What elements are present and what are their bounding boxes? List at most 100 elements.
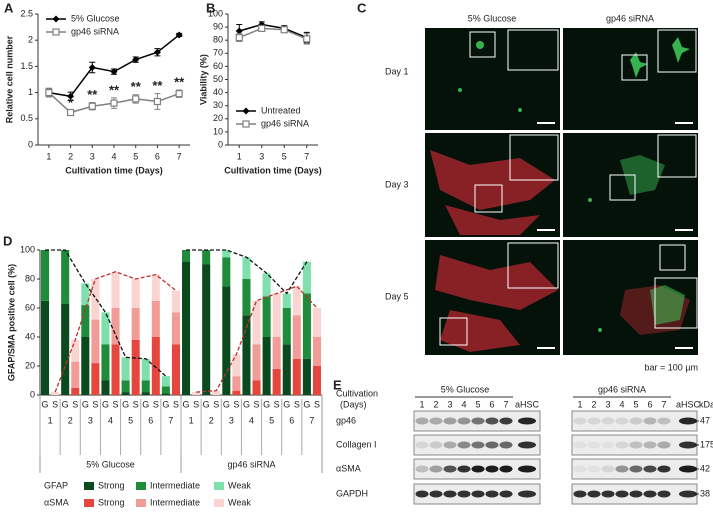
marker [175, 90, 183, 98]
x-tick-label: 5 [269, 415, 274, 425]
blot-row-label: αSMA [336, 463, 361, 473]
bar-label: G [263, 399, 270, 409]
lane-label: 6 [647, 399, 652, 409]
x-tick-label: 4 [108, 415, 113, 425]
bar-segment [312, 308, 321, 337]
blot-band [415, 490, 429, 498]
bar-segment [131, 308, 140, 340]
legend-marker [52, 15, 60, 23]
significance-mark: ** [109, 82, 120, 97]
lane-label: 1 [419, 399, 424, 409]
bar-label: S [133, 399, 139, 409]
column-label: 5% Glucose [468, 13, 517, 23]
lane-label: 7 [503, 399, 508, 409]
legend-swatch [214, 482, 224, 490]
lane-label: 2 [433, 399, 438, 409]
x-tick-label: 6 [155, 151, 160, 161]
blot-band [485, 465, 499, 473]
x-tick-label: 3 [229, 415, 234, 425]
bar-segment [51, 392, 60, 395]
bar-segment [91, 279, 100, 320]
blot-band [657, 417, 671, 425]
lane-label: 3 [605, 399, 610, 409]
marker [132, 56, 140, 64]
blot-band [518, 465, 536, 473]
legend-marker [242, 107, 250, 115]
blot-band [415, 441, 429, 449]
panel-label: E [333, 377, 342, 392]
marker [175, 31, 183, 39]
y-tick-label: 80 [25, 273, 35, 283]
bar-segment [81, 337, 90, 395]
y-axis-label: GFAP/SMA positive cell (%) [6, 264, 16, 381]
blot-band [615, 441, 629, 449]
x-tick-label: 1 [237, 151, 242, 161]
marker [132, 95, 140, 103]
blot-band [629, 490, 643, 498]
bar-segment [232, 354, 241, 377]
blot-band [443, 417, 457, 425]
significance-mark: ** [131, 79, 142, 94]
bar-label: G [223, 399, 230, 409]
bar-segment [71, 387, 80, 395]
x-tick-label: 2 [209, 415, 214, 425]
marker [303, 35, 311, 43]
bar-segment [242, 257, 251, 279]
blot-band [518, 441, 536, 449]
y-tick-label: 100 [20, 244, 35, 254]
bar-segment [91, 319, 100, 364]
blot-band [615, 417, 629, 425]
bar-segment [192, 392, 201, 395]
bar-segment [101, 380, 110, 395]
bar-label: G [183, 399, 190, 409]
blot-band [679, 441, 697, 449]
legend-swatch [84, 482, 94, 490]
scale-bar-label: bar = 100 µm [645, 362, 698, 372]
legend-label: gp46 siRNA [261, 118, 309, 128]
bar-segment [171, 312, 180, 345]
legend-label: Strong [98, 480, 125, 490]
x-tick-label: 7 [168, 415, 173, 425]
row-label: Day 5 [385, 291, 409, 301]
cells-green [458, 37, 690, 332]
blot-band [643, 465, 657, 473]
bar-segment [111, 308, 120, 345]
legend-label: Intermediate [150, 480, 200, 490]
axis-label: (Days) [340, 399, 367, 409]
blot-band [485, 417, 499, 425]
blot-band [471, 441, 485, 449]
blot-band [485, 441, 499, 449]
lane-label: 5 [633, 399, 638, 409]
bar-segment [262, 296, 271, 337]
legend-label: Strong [98, 497, 125, 507]
western-blot-panel: E Cultivation (Days) 5% Glucose gp46 siR… [333, 377, 713, 505]
y-tick-label: 40 [213, 87, 223, 97]
bar-segment [151, 300, 160, 337]
blot-band [415, 417, 429, 425]
row-label: Day 1 [385, 66, 409, 76]
bar-segment [272, 337, 281, 369]
bar-label: S [153, 399, 159, 409]
blot-band [573, 417, 587, 425]
blot-band [471, 465, 485, 473]
legend-group-label: αSMA [44, 497, 69, 507]
marker [110, 99, 118, 107]
lane-label: 4 [461, 399, 466, 409]
bar-label: S [193, 399, 199, 409]
x-tick-label: 6 [289, 415, 294, 425]
blot-band [485, 490, 499, 498]
bar-segment [182, 250, 191, 262]
bar-label: S [173, 399, 179, 409]
y-tick-label: 80 [213, 35, 223, 45]
bar-segment [161, 376, 170, 387]
blot-band [443, 441, 457, 449]
bar-segment [282, 344, 291, 395]
bar-segment [151, 337, 160, 395]
x-tick-label: 5 [282, 151, 287, 161]
legend-group-label: GFAP [44, 480, 68, 490]
bar-segment [242, 279, 251, 316]
microscopy-panel: C 5% Glucose gp46 siRNA Day 1 Day 3 Day … [357, 0, 698, 372]
lane-label: 1 [577, 399, 582, 409]
y-tick-label: 1 [28, 87, 33, 97]
x-tick-label: 1 [46, 151, 51, 161]
